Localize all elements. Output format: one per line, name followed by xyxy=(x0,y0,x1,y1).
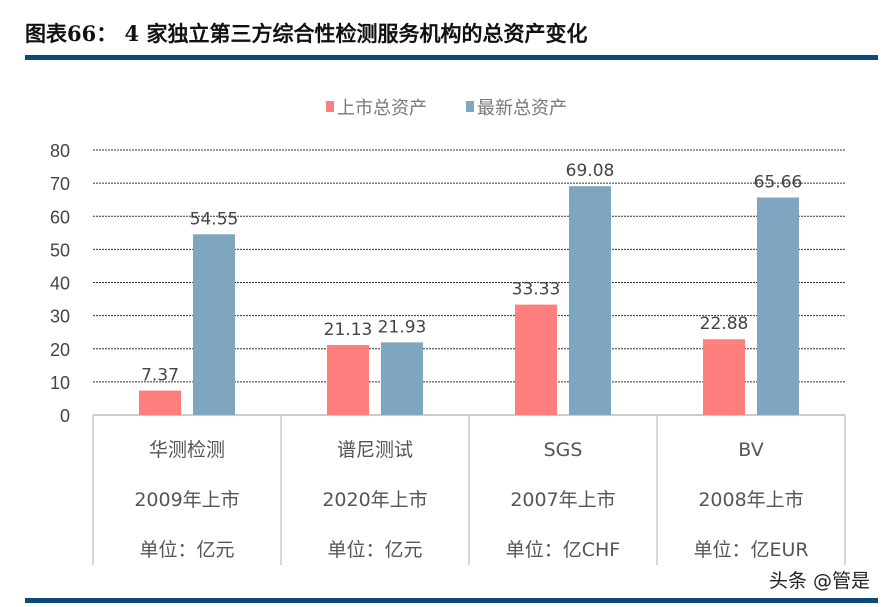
category-sublabel: 2009年上市 xyxy=(134,489,239,511)
chart-title: 图表66： 4 家独立第三方综合性检测服务机构的总资产变化 xyxy=(25,21,588,46)
bar-latest xyxy=(757,197,799,415)
legend-swatch xyxy=(326,101,334,112)
y-tick-label: 50 xyxy=(50,240,70,260)
data-label: 54.55 xyxy=(190,209,239,229)
bar-latest xyxy=(569,186,611,415)
bar-latest xyxy=(193,234,235,415)
category-sublabel: 单位：亿元 xyxy=(139,539,234,561)
data-label: 21.13 xyxy=(324,320,373,340)
bar-latest xyxy=(381,342,423,415)
data-label: 33.33 xyxy=(512,280,561,300)
top-divider xyxy=(25,55,878,60)
category-label: 华测检测 xyxy=(149,439,225,461)
category-sublabel: 单位：亿CHF xyxy=(506,539,620,561)
data-label: 21.93 xyxy=(378,317,427,337)
y-tick-label: 30 xyxy=(50,307,70,327)
y-tick-label: 20 xyxy=(50,340,70,360)
bar-listing xyxy=(327,345,369,415)
bar-listing xyxy=(139,390,181,415)
category-sublabel: 单位：亿元 xyxy=(327,539,422,561)
data-label: 65.66 xyxy=(754,173,803,193)
data-label: 69.08 xyxy=(566,161,615,181)
y-tick-label: 70 xyxy=(50,174,70,194)
category-sublabel: 单位：亿EUR xyxy=(693,539,808,561)
y-tick-label: 0 xyxy=(60,406,70,426)
legend-label: 上市总资产 xyxy=(337,98,427,119)
watermark: 头条 @管是 xyxy=(768,570,870,592)
legend-label: 最新总资产 xyxy=(477,98,567,119)
bottom-divider xyxy=(25,598,878,603)
category-label: BV xyxy=(738,439,763,461)
bar-listing xyxy=(703,339,745,415)
category-sublabel: 2008年上市 xyxy=(698,489,803,511)
category-sublabel: 2020年上市 xyxy=(322,489,427,511)
y-tick-label: 10 xyxy=(50,373,70,393)
y-tick-label: 40 xyxy=(50,274,70,294)
category-label: 谱尼测试 xyxy=(337,439,413,461)
data-label: 7.37 xyxy=(141,366,179,386)
category-label: SGS xyxy=(544,439,583,461)
data-label: 22.88 xyxy=(700,314,749,334)
y-tick-label: 60 xyxy=(50,207,70,227)
category-sublabel: 2007年上市 xyxy=(510,489,615,511)
bar-listing xyxy=(515,304,557,415)
legend-swatch xyxy=(466,101,474,112)
y-tick-label: 80 xyxy=(50,141,70,161)
